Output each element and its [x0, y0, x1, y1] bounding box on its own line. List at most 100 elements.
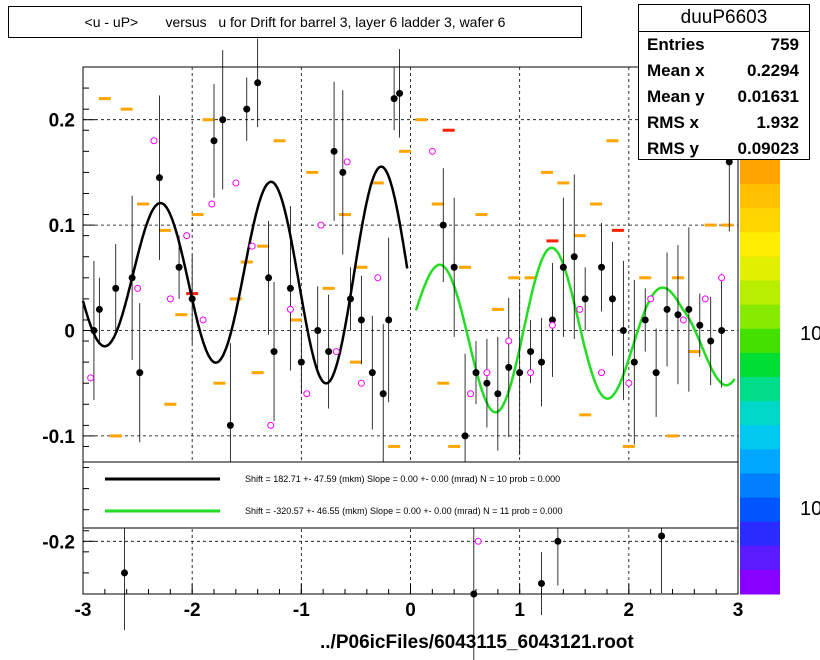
orange-bin	[158, 228, 171, 232]
color-scale-bin	[740, 352, 780, 378]
orange-bin	[524, 276, 537, 280]
black-point	[685, 227, 693, 392]
orange-bin	[306, 170, 319, 174]
black-point	[598, 222, 606, 312]
marker	[559, 263, 567, 271]
orange-bin	[540, 170, 553, 174]
y-tick-label: 0.2	[49, 111, 75, 132]
color-scale-label: 10	[800, 498, 820, 520]
marker	[652, 369, 660, 377]
black-point	[286, 206, 294, 371]
color-scale-bin	[740, 569, 780, 595]
color-scale-bin	[740, 497, 780, 523]
marker	[396, 89, 404, 97]
color-scale-bin	[740, 449, 780, 474]
black-point	[570, 174, 578, 339]
open-marker	[647, 295, 655, 303]
black-point	[254, 38, 262, 128]
black-point	[538, 317, 545, 407]
stat-value: 759	[770, 35, 799, 54]
black-point	[270, 282, 278, 422]
stat-label: RMS x	[647, 113, 699, 132]
open-marker	[474, 537, 482, 545]
marker	[707, 337, 715, 345]
open-marker	[286, 305, 294, 313]
marker	[136, 369, 144, 377]
black-point	[483, 338, 491, 428]
orange-bin	[573, 234, 586, 238]
marker	[314, 327, 322, 334]
marker	[155, 174, 163, 182]
open-marker	[343, 158, 351, 166]
red-bin	[546, 239, 559, 243]
black-point	[641, 288, 649, 352]
black-point	[243, 77, 251, 141]
orange-bin	[339, 213, 351, 217]
marker	[265, 274, 273, 282]
color-scale-bin	[740, 473, 780, 499]
black-point	[439, 168, 447, 283]
marker	[472, 369, 480, 377]
black-point	[368, 315, 376, 430]
marker	[570, 253, 578, 261]
marker	[608, 295, 616, 303]
orange-bin	[399, 149, 412, 153]
black-point	[707, 296, 715, 386]
marker	[505, 363, 513, 371]
marker	[210, 137, 218, 145]
marker	[175, 263, 183, 271]
stat-label: RMS y	[647, 139, 699, 158]
stat-row-entries: Entries 759	[647, 35, 799, 61]
color-scale-bin	[740, 377, 780, 402]
open-marker	[357, 379, 365, 387]
orange-bin	[666, 434, 679, 438]
stat-value: 1.932	[756, 113, 799, 132]
marker	[516, 369, 524, 377]
marker	[598, 263, 606, 271]
black-point	[357, 275, 365, 365]
orange-bin	[475, 213, 488, 217]
black-point	[548, 263, 556, 377]
marker	[581, 295, 589, 303]
open-marker	[166, 295, 174, 303]
black-point	[390, 67, 398, 131]
black-point	[630, 279, 638, 445]
marker	[450, 263, 458, 271]
stat-row-rms-x: RMS x 1.932	[647, 113, 799, 139]
marker	[297, 358, 305, 366]
color-scale-bin	[740, 160, 780, 185]
marker	[725, 158, 733, 166]
orange-bin	[191, 213, 204, 217]
open-marker	[625, 379, 633, 387]
red-bin	[611, 228, 624, 232]
black-point	[696, 293, 704, 357]
color-scale-bin	[740, 232, 780, 257]
black-point	[339, 90, 347, 255]
x-tick-label: -3	[75, 600, 92, 621]
open-marker	[428, 147, 436, 155]
black-point	[265, 220, 273, 335]
y-tick-label: -0.1	[42, 427, 75, 448]
y-tick-label: 0.1	[49, 216, 76, 237]
marker	[188, 295, 196, 303]
orange-bin	[721, 223, 734, 227]
marker	[254, 79, 262, 87]
orange-bin	[639, 276, 652, 280]
color-scale-bin	[740, 208, 780, 233]
black-point	[385, 237, 393, 403]
marker	[346, 295, 354, 303]
open-marker	[679, 316, 687, 324]
legend-frame	[82, 461, 739, 529]
orange-bin	[704, 223, 717, 227]
open-marker	[183, 232, 191, 240]
marker	[112, 284, 120, 292]
marker	[120, 569, 128, 577]
color-scale-bin	[740, 425, 780, 450]
x-tick-label: 3	[733, 600, 744, 621]
marker	[685, 305, 693, 313]
orange-bin	[109, 434, 122, 438]
open-marker	[718, 274, 726, 282]
open-marker	[150, 137, 158, 145]
black-point	[450, 197, 458, 337]
black-point	[120, 516, 128, 630]
